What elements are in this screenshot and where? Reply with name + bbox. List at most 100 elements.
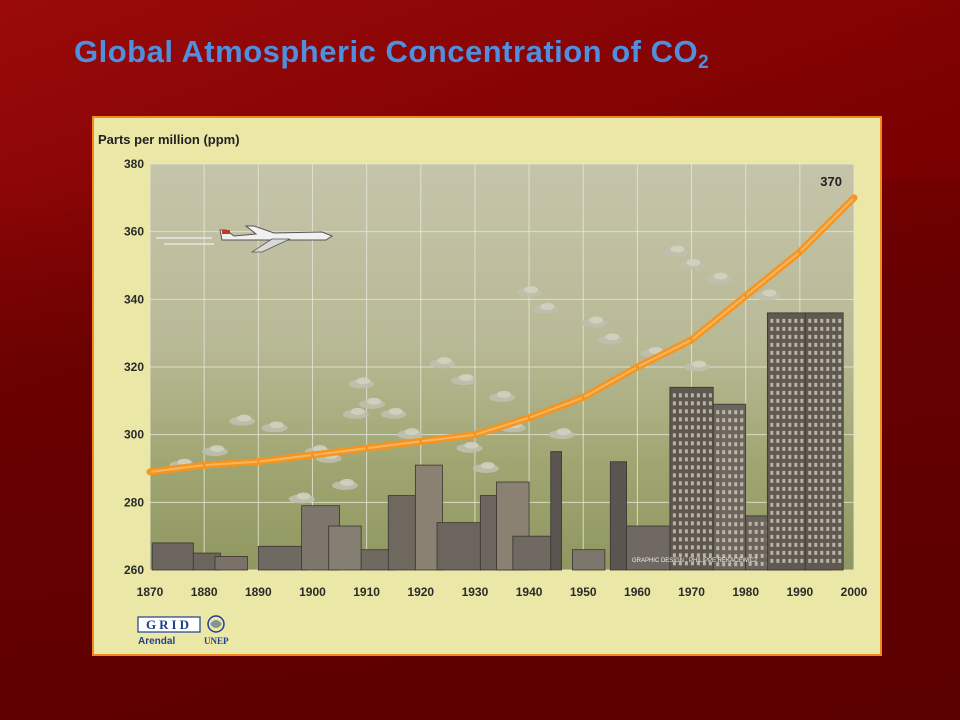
window (722, 426, 726, 431)
window (832, 526, 836, 531)
window (702, 457, 706, 462)
smoke-cloud (367, 397, 382, 405)
window (770, 526, 774, 531)
window (832, 446, 836, 451)
x-tick-label: 1910 (353, 585, 380, 599)
y-tick-label: 360 (124, 225, 144, 239)
window (776, 430, 780, 435)
window (800, 526, 804, 531)
co2-point (256, 460, 260, 464)
window (734, 546, 738, 551)
window (684, 409, 688, 414)
window (672, 473, 676, 478)
window (838, 478, 842, 483)
window (770, 398, 774, 403)
window (832, 502, 836, 507)
window (684, 393, 688, 398)
window (814, 438, 818, 443)
window (782, 454, 786, 459)
window (820, 510, 824, 515)
window (776, 470, 780, 475)
window (776, 462, 780, 467)
window (672, 497, 676, 502)
slide-title-subscript: 2 (698, 52, 710, 73)
window (776, 486, 780, 491)
window (672, 393, 676, 398)
window (722, 434, 726, 439)
window (814, 462, 818, 467)
window (838, 518, 842, 523)
window (808, 534, 812, 539)
window (696, 433, 700, 438)
window (838, 398, 842, 403)
window (808, 398, 812, 403)
smoke-cloud (269, 421, 284, 429)
window (814, 350, 818, 355)
window (690, 521, 694, 526)
window (788, 502, 792, 507)
window (716, 530, 720, 535)
window (794, 382, 798, 387)
window (672, 409, 676, 414)
co2-point (365, 446, 369, 450)
logo-unep: UNEP (204, 636, 229, 646)
window (832, 558, 836, 563)
window (678, 529, 682, 534)
window (716, 458, 720, 463)
window (788, 494, 792, 499)
window (794, 486, 798, 491)
window (716, 554, 720, 559)
co2-point (690, 338, 694, 342)
x-tick-label: 1970 (678, 585, 705, 599)
window (760, 561, 764, 566)
window (722, 530, 726, 535)
window (820, 430, 824, 435)
grid-arendal-logo: GRID Arendal (137, 616, 201, 647)
co2-point (798, 250, 802, 254)
window (728, 546, 732, 551)
window (808, 478, 812, 483)
window (826, 494, 830, 499)
window (814, 478, 818, 483)
window (814, 414, 818, 419)
window (820, 374, 824, 379)
window (696, 481, 700, 486)
window (814, 510, 818, 515)
window (808, 494, 812, 499)
window (826, 534, 830, 539)
co2-series (146, 194, 858, 476)
window (740, 474, 744, 479)
window (716, 466, 720, 471)
window (740, 458, 744, 463)
window (684, 449, 688, 454)
window (678, 417, 682, 422)
window (814, 446, 818, 451)
window (684, 433, 688, 438)
window (678, 505, 682, 510)
window (814, 366, 818, 371)
chimney (387, 495, 416, 571)
window (770, 510, 774, 515)
window (740, 410, 744, 415)
window (838, 534, 842, 539)
window (776, 446, 780, 451)
window (826, 422, 830, 427)
window (814, 358, 818, 363)
window (788, 542, 792, 547)
window (770, 326, 774, 331)
graphic-credit: GRAPHIC DESIGN : PHILIPPE REKACEWICZ (632, 558, 758, 564)
window (702, 473, 706, 478)
window (760, 529, 764, 534)
window (776, 366, 780, 371)
skyscraper (712, 403, 747, 571)
window (702, 401, 706, 406)
window (826, 550, 830, 555)
window (814, 470, 818, 475)
window (788, 462, 792, 467)
window (794, 334, 798, 339)
window (672, 505, 676, 510)
window (672, 441, 676, 446)
window (826, 374, 830, 379)
window (782, 398, 786, 403)
window (820, 358, 824, 363)
